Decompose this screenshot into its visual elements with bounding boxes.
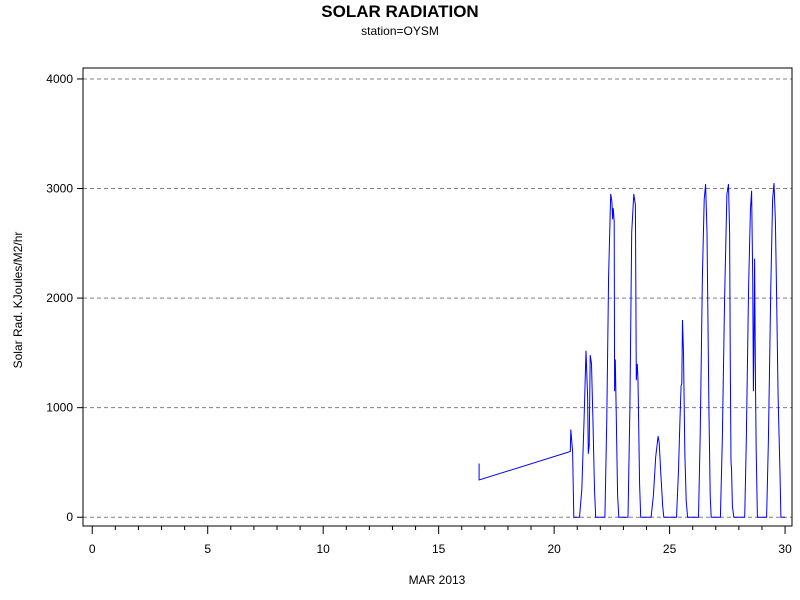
x-tick-label-0: 0: [89, 542, 96, 556]
x-tick-label-20: 20: [547, 542, 561, 556]
y-tick-label-1000: 1000: [46, 401, 73, 415]
y-tick-label-4000: 4000: [46, 72, 73, 86]
chart-title: SOLAR RADIATION: [321, 2, 479, 21]
x-tick-label-10: 10: [317, 542, 331, 556]
x-axis-label: MAR 2013: [408, 573, 466, 587]
x-tick-label-25: 25: [663, 542, 677, 556]
series-line-0: [478, 182, 786, 518]
y-tick-label-0: 0: [66, 510, 73, 524]
plot-frame: [82, 67, 793, 527]
x-tick-label-5: 5: [204, 542, 211, 556]
chart-subtitle: station=OYSM: [361, 24, 439, 38]
x-tick-label-15: 15: [432, 542, 446, 556]
y-tick-label-3000: 3000: [46, 182, 73, 196]
y-tick-label-2000: 2000: [46, 291, 73, 305]
x-tick-label-30: 30: [778, 542, 792, 556]
